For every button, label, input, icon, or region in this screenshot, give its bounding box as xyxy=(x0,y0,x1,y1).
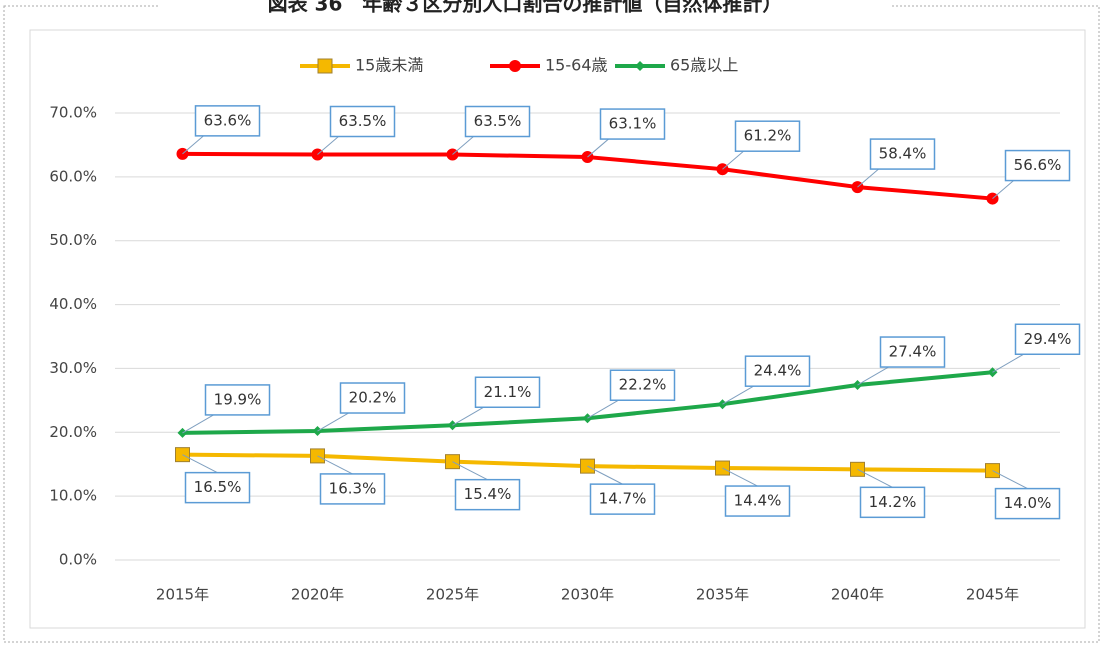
leader-line xyxy=(857,168,879,188)
leader-line xyxy=(587,465,623,485)
data-label: 61.2% xyxy=(744,127,792,145)
leader-line xyxy=(182,135,204,155)
data-label: 16.5% xyxy=(194,478,242,496)
data-label-box xyxy=(194,105,261,137)
leader-line xyxy=(857,366,889,386)
data-label-box xyxy=(609,369,676,401)
legend-label: 65歳以上 xyxy=(670,56,738,75)
title-bg xyxy=(160,0,890,16)
data-label-box xyxy=(329,105,396,138)
leader-line xyxy=(317,136,339,155)
data-label: 24.4% xyxy=(754,362,802,380)
data-label-box xyxy=(464,105,531,138)
data-label-box xyxy=(734,120,801,152)
leader-line xyxy=(992,353,1024,373)
y-tick-label: 50.0% xyxy=(49,231,97,249)
marker xyxy=(635,61,645,71)
data-label-box xyxy=(474,376,541,409)
leader-line xyxy=(992,180,1014,199)
data-label: 22.2% xyxy=(619,376,667,394)
leader-line xyxy=(182,454,218,474)
y-tick-label: 40.0% xyxy=(49,295,97,313)
data-label-box xyxy=(879,336,946,368)
x-tick-label: 2035年 xyxy=(696,586,749,604)
y-tick-label: 30.0% xyxy=(49,359,97,377)
data-label: 58.4% xyxy=(879,145,927,163)
chart-title: 図表 36 年齢３区分別人口割合の推計値（自然体推計） xyxy=(268,0,783,16)
frame xyxy=(3,5,1100,643)
marker xyxy=(509,60,521,72)
data-label: 21.1% xyxy=(484,383,532,401)
leader-line xyxy=(452,406,484,426)
data-label-box xyxy=(184,471,251,504)
y-tick-label: 0.0% xyxy=(59,551,97,569)
x-tick-label: 2015年 xyxy=(156,586,209,604)
y-tick-label: 70.0% xyxy=(49,104,97,122)
x-tick-label: 2040年 xyxy=(831,586,884,604)
x-tick-label: 2025年 xyxy=(426,586,479,604)
data-label: 27.4% xyxy=(889,343,937,361)
y-tick-label: 60.0% xyxy=(49,167,97,185)
leader-line xyxy=(317,455,353,475)
data-label: 63.6% xyxy=(204,111,252,129)
legend-label: 15歳未満 xyxy=(355,56,423,75)
chart-area xyxy=(29,29,1086,629)
data-label: 16.3% xyxy=(329,479,377,497)
leader-line xyxy=(722,467,758,487)
leader-line xyxy=(587,138,609,158)
data-label: 63.1% xyxy=(609,115,657,133)
data-label-box xyxy=(454,478,521,511)
data-label: 14.2% xyxy=(869,493,917,511)
data-label: 56.6% xyxy=(1014,156,1062,174)
y-tick-label: 10.0% xyxy=(49,487,97,505)
data-label-box xyxy=(599,108,666,140)
leader-line xyxy=(317,412,349,432)
data-label: 19.9% xyxy=(214,390,262,408)
leader-line xyxy=(722,385,754,405)
data-label-box xyxy=(204,384,271,416)
data-label-box xyxy=(994,487,1061,520)
leader-line xyxy=(857,468,893,488)
data-label-box xyxy=(339,382,406,414)
data-label: 14.4% xyxy=(734,492,782,510)
data-label-box xyxy=(1014,323,1081,356)
data-label: 63.5% xyxy=(339,112,387,130)
data-label-box xyxy=(319,473,386,505)
data-label-box xyxy=(589,483,656,515)
x-tick-label: 2045年 xyxy=(966,586,1019,604)
data-label-box xyxy=(869,138,936,170)
data-label: 14.7% xyxy=(599,490,647,508)
data-label-box xyxy=(724,485,791,517)
x-tick-label: 2030年 xyxy=(561,586,614,604)
legend-label: 15-64歳 xyxy=(545,56,608,75)
leader-line xyxy=(182,414,214,434)
data-label-box xyxy=(744,355,811,387)
marker xyxy=(317,58,333,74)
y-tick-label: 20.0% xyxy=(49,423,97,441)
leader-line xyxy=(587,399,619,419)
data-label-box xyxy=(1004,149,1071,182)
leader-line xyxy=(452,461,488,481)
data-label: 14.0% xyxy=(1004,494,1052,512)
data-label: 15.4% xyxy=(464,485,512,503)
data-label: 29.4% xyxy=(1024,330,1072,348)
data-label: 20.2% xyxy=(349,389,397,407)
x-tick-label: 2020年 xyxy=(291,586,344,604)
data-label: 63.5% xyxy=(474,112,522,130)
data-label-box xyxy=(859,486,926,519)
leader-line xyxy=(722,150,744,170)
leader-line xyxy=(992,470,1028,490)
leader-line xyxy=(452,136,474,155)
